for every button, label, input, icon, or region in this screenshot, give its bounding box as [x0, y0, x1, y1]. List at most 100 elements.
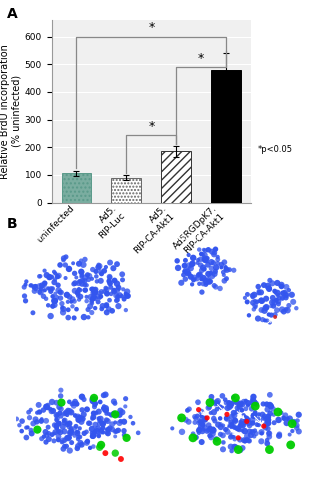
Point: [45, 401, 51, 409]
Point: [246, 312, 251, 320]
Text: *: *: [198, 52, 204, 65]
Point: [283, 411, 288, 419]
Point: [98, 415, 103, 423]
Point: [283, 306, 289, 314]
Point: [252, 412, 257, 420]
Point: [229, 412, 234, 420]
Point: [286, 302, 291, 310]
Point: [241, 421, 246, 429]
Point: [47, 273, 52, 281]
Point: [113, 418, 118, 426]
Point: [190, 260, 195, 268]
Point: [269, 302, 274, 310]
Point: [76, 416, 81, 424]
Point: [114, 427, 119, 435]
Point: [42, 282, 47, 290]
Point: [201, 246, 206, 254]
Point: [61, 254, 66, 262]
Point: [50, 302, 55, 310]
Point: [214, 438, 220, 446]
Point: [100, 424, 106, 432]
Point: [17, 421, 22, 429]
Point: [63, 274, 68, 282]
Point: [252, 297, 258, 305]
Point: [260, 414, 266, 422]
Point: [48, 288, 53, 296]
Point: [69, 408, 74, 416]
Point: [264, 418, 269, 426]
Point: [242, 436, 247, 444]
Point: [98, 428, 103, 436]
Point: [117, 410, 122, 418]
Point: [265, 316, 270, 324]
Point: [76, 433, 81, 441]
Point: [91, 413, 96, 421]
Point: [90, 432, 95, 440]
Point: [99, 270, 104, 278]
Point: [73, 412, 78, 420]
Point: [196, 406, 201, 413]
Point: [193, 414, 198, 422]
Point: [103, 284, 109, 292]
Point: [25, 424, 30, 432]
Point: [104, 286, 109, 294]
Point: [264, 304, 269, 312]
Point: [212, 417, 217, 425]
Point: [101, 392, 106, 400]
Point: [20, 417, 25, 425]
Point: [288, 441, 293, 449]
Point: [54, 411, 60, 419]
Point: [103, 449, 108, 457]
Point: [52, 430, 57, 438]
Point: [106, 410, 111, 418]
Point: [259, 296, 264, 304]
Point: [112, 276, 117, 284]
Point: [69, 428, 74, 436]
Point: [247, 428, 252, 436]
Point: [208, 278, 213, 285]
Point: [179, 279, 184, 287]
Point: [109, 411, 114, 419]
Point: [60, 304, 65, 312]
Point: [294, 304, 299, 312]
Point: [116, 426, 121, 434]
Point: [93, 420, 98, 428]
Point: [123, 290, 128, 298]
Point: [88, 302, 93, 310]
Point: [212, 248, 217, 256]
Point: [253, 430, 259, 438]
Point: [74, 400, 79, 407]
Point: [210, 427, 215, 435]
Point: [82, 277, 87, 285]
Point: [277, 430, 282, 438]
Point: [224, 410, 230, 418]
Point: [270, 405, 276, 413]
Point: [272, 298, 277, 306]
Point: [44, 271, 49, 279]
Point: [80, 406, 85, 414]
Point: [261, 281, 267, 289]
Point: [218, 430, 223, 438]
Point: [75, 289, 80, 297]
Point: [215, 253, 220, 261]
Point: [120, 408, 125, 416]
Point: [192, 418, 197, 426]
Point: [284, 290, 289, 298]
Point: [186, 270, 192, 278]
Point: [234, 443, 239, 451]
Point: [214, 435, 219, 443]
Point: [242, 437, 248, 445]
Text: *: *: [148, 120, 155, 132]
Point: [246, 400, 251, 407]
Point: [264, 400, 269, 408]
Point: [260, 316, 265, 324]
Point: [272, 310, 278, 318]
Point: [233, 424, 239, 432]
Point: [121, 427, 127, 435]
Point: [35, 426, 40, 434]
Point: [65, 420, 70, 428]
Point: [267, 310, 272, 318]
Point: [80, 276, 85, 284]
Point: [106, 305, 111, 313]
Point: [229, 400, 234, 407]
